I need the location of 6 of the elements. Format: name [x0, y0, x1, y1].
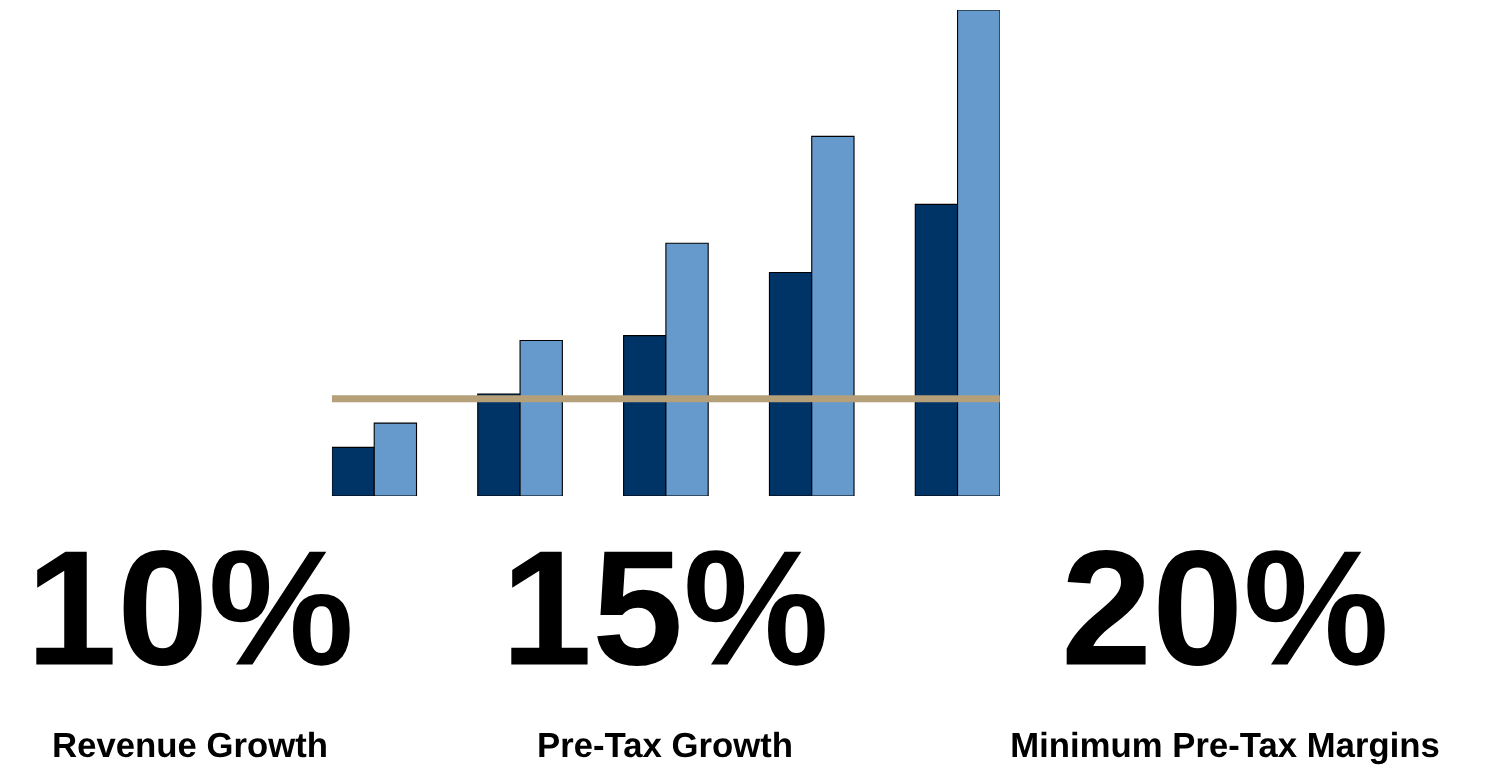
text: Revenue Growth [54, 731, 326, 758]
text: Pre-Tax Growth [539, 731, 791, 758]
text: Minimum Pre-Tax Margins [1012, 731, 1439, 765]
text: 20% [1066, 549, 1385, 666]
text: 15% [511, 550, 825, 666]
text: 10% [36, 549, 350, 666]
